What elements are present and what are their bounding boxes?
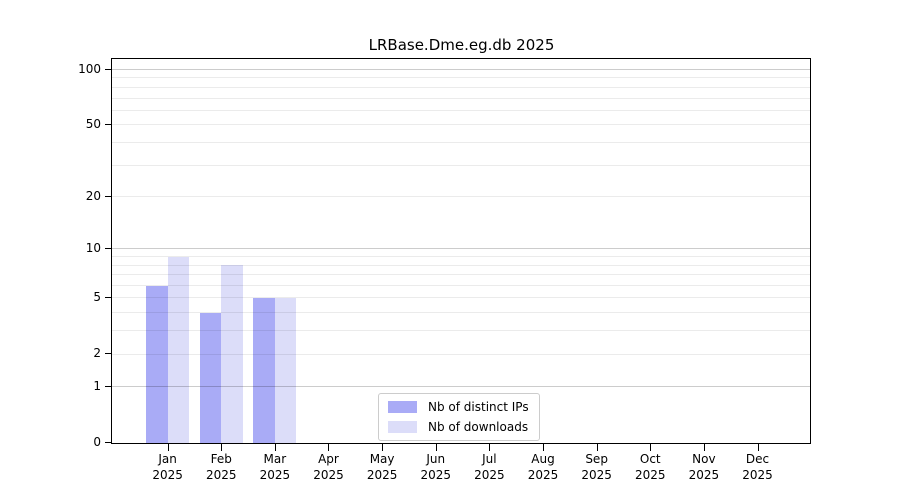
legend-label-distinct-ips: Nb of distinct IPs bbox=[428, 400, 529, 414]
x-tick-mark-feb bbox=[221, 444, 223, 451]
y-tick-mark-10 bbox=[105, 247, 111, 249]
y-tick-label-5: 5 bbox=[93, 289, 101, 304]
gridline-y-9 bbox=[112, 256, 810, 258]
gridline-y-100 bbox=[112, 69, 810, 70]
y-tick-label-10: 10 bbox=[85, 240, 101, 255]
gridline-y-30 bbox=[112, 164, 810, 166]
y-tick-mark-1 bbox=[105, 385, 111, 387]
gridline-y-5 bbox=[112, 297, 810, 299]
x-tick-label-jan: Jan 2025 bbox=[152, 452, 183, 482]
x-tick-label-nov: Nov 2025 bbox=[688, 452, 720, 482]
gridline-y-7 bbox=[112, 274, 810, 276]
x-tick-mark-sep bbox=[596, 444, 598, 451]
x-tick-label-sep: Sep 2025 bbox=[581, 452, 612, 482]
y-tick-label-0: 0 bbox=[93, 435, 101, 449]
bar-downloads-mar bbox=[274, 298, 297, 443]
x-tick-label-apr: Apr 2025 bbox=[313, 452, 344, 482]
x-tick-mark-dec bbox=[757, 444, 759, 451]
y-tick-mark-5 bbox=[105, 296, 111, 298]
gridline-y-8 bbox=[112, 264, 810, 266]
x-tick-mark-apr bbox=[328, 444, 330, 451]
gridline-y-6 bbox=[112, 285, 810, 287]
legend-label-downloads: Nb of downloads bbox=[428, 420, 529, 434]
x-tick-label-feb: Feb 2025 bbox=[205, 452, 237, 482]
x-tick-label-dec: Dec 2025 bbox=[742, 452, 773, 482]
plot-area bbox=[111, 58, 811, 444]
legend-swatch-distinct-ips bbox=[388, 401, 417, 413]
chart-title: LRBase.Dme.eg.db 2025 bbox=[368, 36, 555, 54]
legend: Nb of distinct IPs Nb of downloads bbox=[378, 393, 540, 441]
y-tick-mark-20 bbox=[105, 195, 111, 197]
x-tick-mark-jul bbox=[489, 444, 491, 451]
gridline-y-90 bbox=[112, 77, 810, 79]
gridline-y-40 bbox=[112, 141, 810, 143]
x-tick-mark-nov bbox=[703, 444, 705, 451]
y-tick-mark-0 bbox=[105, 442, 111, 443]
x-tick-label-may: May 2025 bbox=[366, 452, 398, 482]
legend-swatch-downloads bbox=[388, 421, 417, 433]
gridline-y-1 bbox=[112, 386, 810, 388]
y-tick-mark-50 bbox=[105, 123, 111, 125]
x-tick-label-mar: Mar 2025 bbox=[259, 452, 291, 482]
bar-distinct-ips-feb bbox=[199, 312, 222, 443]
y-tick-label-100: 100 bbox=[78, 61, 101, 76]
x-tick-mark-aug bbox=[543, 444, 544, 451]
gridline-y-80 bbox=[112, 86, 810, 88]
gridline-y-60 bbox=[112, 109, 810, 111]
legend-entry-downloads: Nb of downloads bbox=[388, 420, 529, 434]
x-tick-label-oct: Oct 2025 bbox=[634, 452, 666, 482]
y-tick-label-50: 50 bbox=[85, 116, 101, 131]
gridline-y-10 bbox=[112, 248, 810, 250]
y-tick-mark-2 bbox=[105, 353, 111, 355]
gridline-y-2 bbox=[112, 353, 810, 355]
x-tick-label-jun: Jun 2025 bbox=[420, 452, 452, 482]
x-tick-label-jul: Jul 2025 bbox=[474, 452, 505, 482]
y-tick-mark-100 bbox=[105, 68, 111, 70]
gridline-y-50 bbox=[112, 124, 810, 126]
y-tick-label-1: 1 bbox=[93, 378, 101, 393]
gridline-y-70 bbox=[112, 97, 810, 99]
y-tick-label-2: 2 bbox=[93, 346, 101, 361]
legend-entry-distinct-ips: Nb of distinct IPs bbox=[388, 400, 529, 414]
x-tick-mark-mar bbox=[274, 444, 276, 451]
bar-distinct-ips-jan bbox=[146, 285, 168, 443]
x-tick-label-aug: Aug 2025 bbox=[527, 452, 559, 482]
gridline-y-20 bbox=[112, 196, 810, 198]
gridline-y-4 bbox=[112, 312, 810, 314]
x-tick-mark-jun bbox=[435, 444, 437, 451]
gridline-y-3 bbox=[112, 330, 810, 332]
y-tick-label-20: 20 bbox=[85, 188, 101, 203]
x-tick-mark-oct bbox=[650, 444, 652, 451]
bar-distinct-ips-mar bbox=[253, 298, 275, 443]
x-tick-mark-jan bbox=[167, 444, 169, 451]
x-tick-mark-may bbox=[382, 444, 384, 451]
bar-downloads-feb bbox=[221, 265, 243, 443]
bar-downloads-jan bbox=[167, 256, 190, 443]
